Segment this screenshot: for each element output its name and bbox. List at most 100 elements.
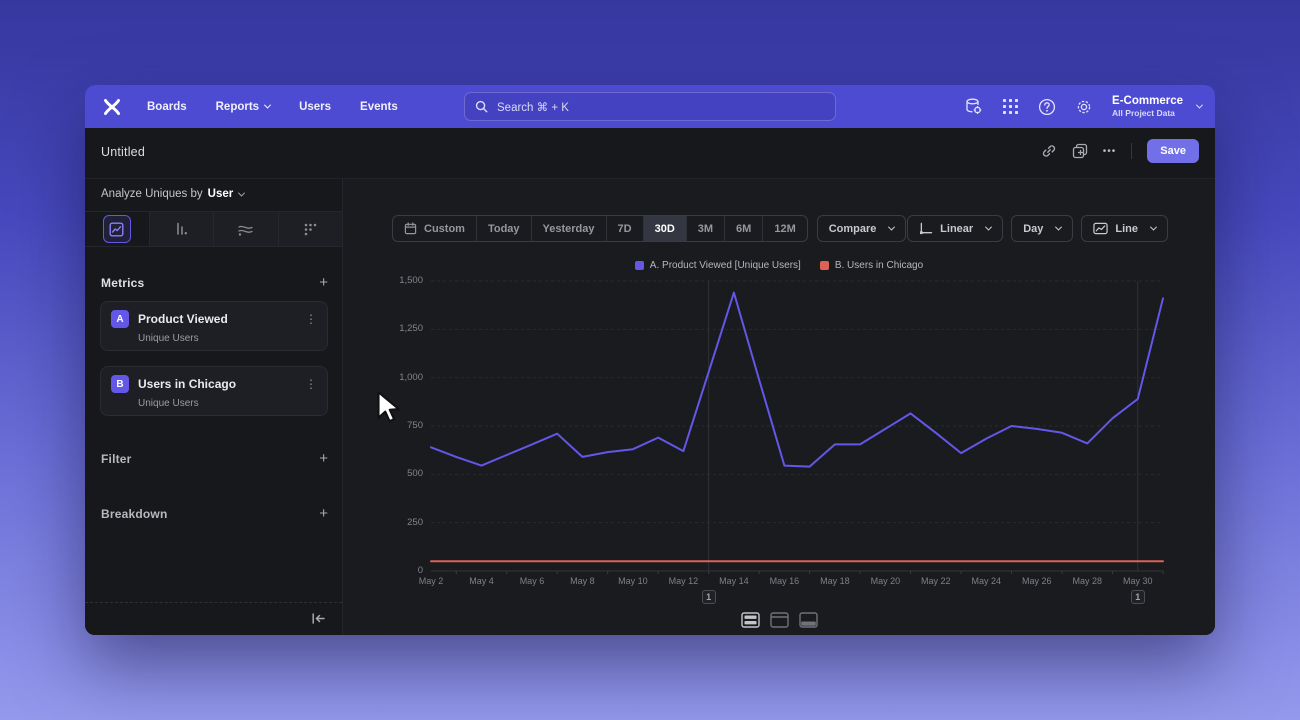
project-subtitle: All Project Data	[1112, 108, 1175, 119]
nav-item-reports[interactable]: Reports	[216, 101, 272, 113]
help-icon[interactable]	[1038, 98, 1056, 116]
bar-chart-icon	[177, 222, 188, 235]
tab-bar-chart[interactable]	[148, 212, 213, 246]
metric-card-b[interactable]: B Users in Chicago ⋮ Unique Users	[100, 366, 328, 416]
linear-axis-icon	[920, 222, 933, 235]
y-axis-tick-label: 1,500	[399, 275, 423, 286]
x-axis-tick-label: May 12	[668, 576, 699, 586]
tab-segmentation[interactable]	[277, 212, 342, 246]
metric-subtitle: Unique Users	[138, 398, 199, 409]
app-window: Boards Reports Users Events Search ⌘ + K	[85, 85, 1215, 635]
x-axis-tick-label: May 18	[820, 576, 850, 586]
legend-item-a[interactable]: A. Product Viewed [Unique Users]	[634, 260, 801, 271]
layout-panel-bottom[interactable]	[798, 612, 818, 628]
metrics-label: Metrics	[101, 275, 145, 290]
nav-right: E-Commerce All Project Data	[964, 85, 1204, 128]
chevron-down-icon	[1055, 223, 1063, 231]
analyze-uniques-selector[interactable]: Analyze Uniques by User	[101, 188, 246, 200]
range-yesterday[interactable]: Yesterday	[530, 216, 606, 241]
range-6m[interactable]: 6M	[724, 216, 762, 241]
breakdown-label: Breakdown	[101, 506, 168, 521]
metrics-header: Metrics +	[101, 275, 328, 290]
add-breakdown-button[interactable]: +	[319, 505, 328, 522]
filter-header: Filter +	[101, 451, 328, 466]
layout-panel-top[interactable]	[769, 612, 789, 628]
x-axis-tick-label: May 28	[1072, 576, 1103, 586]
nav-left: Boards Reports Users Events	[101, 85, 427, 128]
nav-item-users[interactable]: Users	[299, 100, 332, 113]
project-selector[interactable]: E-Commerce All Project Data	[1112, 94, 1204, 119]
collapse-left-icon	[312, 613, 325, 624]
x-axis-tick-label: May 8	[570, 576, 595, 586]
series-line[interactable]	[430, 291, 1164, 468]
flows-icon	[238, 225, 253, 236]
x-axis-tick-label: May 4	[469, 576, 494, 586]
project-name: E-Commerce	[1112, 94, 1183, 107]
duplicate-icon[interactable]	[1072, 143, 1088, 159]
range-7d[interactable]: 7D	[605, 216, 643, 241]
collapse-sidebar-button[interactable]	[311, 612, 326, 630]
chevron-down-icon	[1149, 223, 1158, 231]
tab-line-chart[interactable]	[85, 212, 149, 246]
chevron-down-icon	[238, 189, 246, 197]
scale-selector[interactable]: Linear	[907, 215, 1004, 242]
x-axis-tick-label: May 20	[870, 576, 901, 586]
x-axis-tick-label: May 6	[519, 576, 545, 586]
save-button[interactable]: Save	[1147, 139, 1199, 163]
x-axis-tick-label: May 16	[769, 576, 800, 586]
legend-item-b[interactable]: B. Users in Chicago	[819, 260, 923, 271]
metric-name: Users in Chicago	[138, 377, 237, 391]
annotation-badge[interactable]: 1	[1130, 590, 1145, 604]
range-30d-selected[interactable]: 30D	[642, 216, 686, 241]
report-title[interactable]: Untitled	[101, 145, 145, 159]
data-management-icon[interactable]	[964, 97, 983, 116]
metric-card-a[interactable]: A Product Viewed ⋮ Unique Users	[100, 301, 328, 351]
x-axis-tick-label: May 14	[719, 576, 749, 586]
compare-button[interactable]: Compare	[816, 215, 907, 242]
metric-badge-b: B	[111, 375, 129, 393]
top-nav: Boards Reports Users Events Search ⌘ + K	[85, 85, 1215, 128]
date-range-segmented-control: Custom Today Yesterday 7D 30D 3M 6M 12M	[392, 215, 808, 242]
y-axis-tick-label: 250	[407, 516, 423, 528]
search-input[interactable]: Search ⌘ + K	[464, 92, 836, 121]
chevron-down-icon	[264, 101, 272, 109]
line-chart-icon	[1093, 222, 1109, 235]
filter-label: Filter	[101, 451, 132, 466]
range-custom[interactable]: Custom	[393, 216, 476, 241]
query-builder-sidebar: Analyze Uniques by User	[85, 178, 343, 635]
calendar-icon	[404, 222, 417, 235]
search-placeholder: Search ⌘ + K	[497, 101, 569, 114]
line-chart[interactable]	[345, 272, 1215, 592]
tab-flows[interactable]	[213, 212, 278, 246]
x-axis-tick-label: May 2	[418, 576, 444, 586]
analyze-value: User	[207, 188, 234, 200]
kebab-menu-icon[interactable]: ⋮	[305, 377, 317, 391]
apps-grid-icon[interactable]	[1002, 98, 1019, 115]
layout-split-rows-selected[interactable]	[740, 612, 760, 628]
more-options-button[interactable]: •••	[1102, 145, 1117, 157]
range-today[interactable]: Today	[475, 216, 531, 241]
kebab-menu-icon[interactable]: ⋮	[305, 312, 317, 326]
chart-type-selector[interactable]: Line	[1081, 215, 1168, 242]
y-axis-tick-label: 1,000	[399, 371, 423, 383]
x-axis-tick-label: May 24	[971, 576, 1002, 586]
chart-legend: A. Product Viewed [Unique Users] B. User…	[343, 260, 1215, 271]
copy-link-icon[interactable]	[1041, 143, 1057, 159]
legend-swatch-purple	[634, 261, 644, 270]
chart-panel: Custom Today Yesterday 7D 30D 3M 6M 12M …	[343, 178, 1215, 635]
report-titlebar: Untitled ••• Save	[85, 128, 1215, 178]
range-3m[interactable]: 3M	[685, 216, 724, 241]
range-12m[interactable]: 12M	[762, 216, 806, 241]
add-metric-button[interactable]: +	[319, 274, 328, 291]
mixpanel-logo[interactable]	[101, 96, 123, 118]
add-filter-button[interactable]: +	[319, 450, 328, 467]
interval-selector[interactable]: Day	[1011, 215, 1074, 242]
legend-swatch-red	[819, 261, 829, 270]
x-axis-tick-label: May 10	[618, 576, 648, 586]
annotation-badge[interactable]: 1	[701, 590, 716, 604]
settings-gear-icon[interactable]	[1075, 98, 1093, 116]
x-axis-tick-label: May 26	[1022, 576, 1052, 586]
nav-item-events[interactable]: Events	[360, 100, 398, 113]
nav-item-boards[interactable]: Boards	[147, 100, 187, 113]
layout-toggles	[343, 612, 1215, 628]
